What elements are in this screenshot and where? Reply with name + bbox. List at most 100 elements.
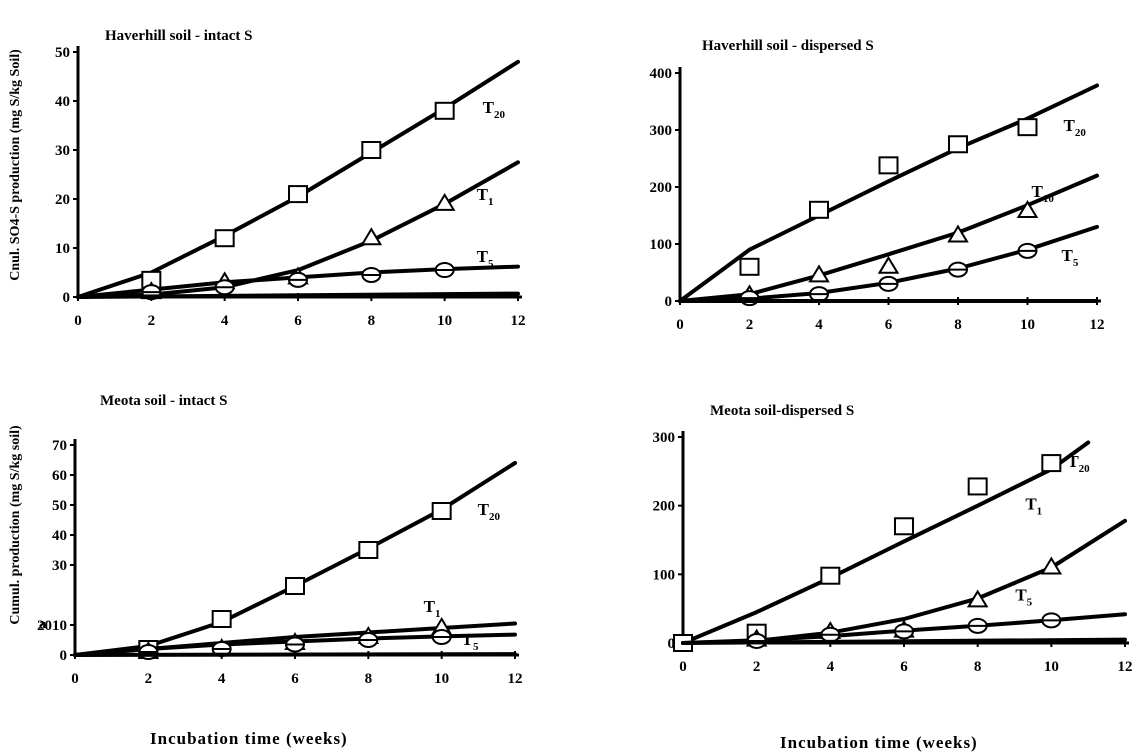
y-axis-label: Cnul. SO4-S production (mg S/kg Soil) xyxy=(8,49,23,281)
y-tick-label: 300 xyxy=(653,430,676,446)
data-point-triangle xyxy=(433,192,456,211)
baseline-line xyxy=(681,637,1127,645)
x-tick-label: 2 xyxy=(746,317,754,333)
series-label-t1: T1 xyxy=(424,597,441,620)
series-line-t20 xyxy=(76,59,520,299)
data-point-square xyxy=(1041,454,1062,473)
y-tick-label: 200 xyxy=(653,499,676,515)
x-tick-label: 8 xyxy=(365,671,373,687)
series-label-t10: T10 xyxy=(1032,182,1055,205)
series-label-t5: T5 xyxy=(1015,585,1032,608)
data-point-square xyxy=(358,541,379,559)
data-point-square xyxy=(820,566,841,585)
panel-haverhill-intact: Haverhill soil - intact S Cnul. SO4-S pr… xyxy=(8,28,526,329)
data-point-square xyxy=(894,517,914,536)
y-tick-label: 0 xyxy=(63,290,71,306)
y-tick-label: 30 xyxy=(52,558,67,574)
x-tick-label: 0 xyxy=(71,671,79,687)
x-tick-label: 12 xyxy=(508,671,523,687)
x-tick-label: 4 xyxy=(221,313,229,329)
y-tick-label: 100 xyxy=(653,567,676,583)
x-tick-label: 12 xyxy=(1090,317,1105,333)
series-label-t20: T20 xyxy=(1064,116,1087,139)
chart-title: Meota soil - intact S xyxy=(100,393,227,409)
x-axis-label-right: Incubation time (weeks) xyxy=(780,733,978,752)
y-tick-label: 0 xyxy=(668,636,676,652)
y-tick-label: 60 xyxy=(52,468,67,484)
x-tick-label: 4 xyxy=(218,671,226,687)
data-point-square xyxy=(948,135,968,154)
data-point-square xyxy=(211,610,232,628)
x-tick-label: 6 xyxy=(885,317,893,333)
series-label-t20: T20 xyxy=(478,500,501,523)
x-tick-label: 2 xyxy=(753,659,761,675)
x-tick-label: 2 xyxy=(145,671,153,687)
data-point-square xyxy=(967,477,988,496)
data-point-triangle xyxy=(1040,556,1063,575)
y-tick-label: 100 xyxy=(650,237,673,253)
data-point-square xyxy=(809,200,829,219)
panel-meota-intact: Meota soil - intact S Cumul. production … xyxy=(8,393,523,687)
data-point-triangle xyxy=(947,224,969,243)
x-tick-label: 10 xyxy=(437,313,452,329)
stray-letter: a xyxy=(39,617,46,632)
y-tick-label: 20 xyxy=(55,192,70,208)
x-tick-label: 6 xyxy=(291,671,299,687)
x-tick-label: 2 xyxy=(148,313,156,329)
data-point-square xyxy=(431,502,452,520)
x-axis-label-left: Incubation time (weeks) xyxy=(150,729,348,748)
x-tick-label: 0 xyxy=(676,317,684,333)
data-point-square xyxy=(285,577,305,595)
data-point-triangle xyxy=(877,255,900,274)
y-tick-label: 300 xyxy=(650,123,673,139)
x-tick-label: 8 xyxy=(368,313,376,329)
data-point-square xyxy=(878,156,899,175)
y-tick-label: 200 xyxy=(650,180,673,196)
panel-meota-dispersed: Meota soil-dispersed S 0 2 4 6 8 10 12 0 100 200 3… xyxy=(653,403,1133,675)
x-tick-label: 0 xyxy=(679,659,687,675)
x-tick-label: 12 xyxy=(1118,659,1133,675)
chart-title: Meota soil-dispersed S xyxy=(710,403,854,419)
x-tick-label: 10 xyxy=(1044,659,1059,675)
y-tick-label: 10 xyxy=(55,241,70,257)
series-label-t1: T1 xyxy=(477,185,494,208)
panel-haverhill-dispersed: Haverhill soil - dispersed S 0 2 4 6 8 10 12 0 1… xyxy=(650,38,1105,333)
series-label-t1: T1 xyxy=(1025,494,1042,517)
series-line-t20 xyxy=(678,83,1099,303)
x-tick-label: 4 xyxy=(827,659,835,675)
series-label-t20: T20 xyxy=(1067,452,1090,475)
series-label-t5: T5 xyxy=(462,630,479,653)
data-point-square xyxy=(1017,118,1038,137)
chart-title: Haverhill soil - intact S xyxy=(105,28,253,44)
data-point-triangle xyxy=(1016,199,1039,218)
series-label-t5: T5 xyxy=(477,247,494,270)
y-tick-label: 50 xyxy=(52,498,67,514)
y-axis-label: Cumul. production (mg S/kg soil) xyxy=(8,425,23,625)
x-tick-label: 4 xyxy=(815,317,823,333)
data-point-square xyxy=(434,101,455,120)
y-tick-label: 70 xyxy=(52,438,67,454)
y-tick-label: 0 xyxy=(60,648,68,664)
data-point-triangle xyxy=(966,589,989,608)
data-point-square xyxy=(739,257,760,276)
series-label-t5: T5 xyxy=(1062,246,1079,269)
data-point-square xyxy=(361,141,382,159)
y-tick-label: 40 xyxy=(55,94,70,110)
data-point-triangle xyxy=(360,227,383,246)
y-tick-label: 2010 xyxy=(37,618,67,634)
x-tick-label: 8 xyxy=(954,317,962,333)
x-tick-label: 10 xyxy=(434,671,449,687)
series-label-t20: T20 xyxy=(483,98,506,121)
y-tick-label: 0 xyxy=(665,294,673,310)
data-point-square xyxy=(288,185,308,204)
x-tick-label: 10 xyxy=(1020,317,1035,333)
data-point-triangle xyxy=(808,264,830,283)
baseline-line xyxy=(76,291,520,299)
x-tick-label: 12 xyxy=(511,313,526,329)
x-tick-label: 0 xyxy=(74,313,82,329)
baseline-line xyxy=(73,652,517,657)
data-point-square xyxy=(214,229,235,248)
series-line-t20 xyxy=(681,440,1091,645)
y-tick-label: 40 xyxy=(52,528,67,544)
